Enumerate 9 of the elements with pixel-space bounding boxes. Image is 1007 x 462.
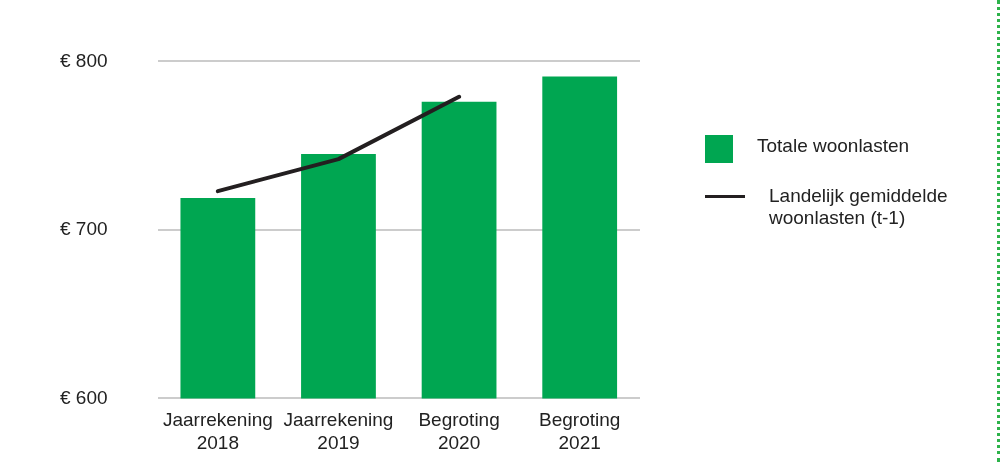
y-tick-label: € 600: [60, 386, 108, 408]
x-tick-label: Jaarrekening 2019: [283, 409, 394, 453]
x-tick-label: Begroting 2021: [539, 409, 621, 453]
x-tick-label: Jaarrekening 2018: [162, 409, 273, 453]
y-tick-label: € 800: [60, 49, 108, 71]
y-tick-label: € 700: [60, 218, 108, 240]
legend-label: Landelijk gemiddelde woonlasten (t-1): [769, 185, 949, 229]
legend-label: Totale woonlasten: [757, 135, 910, 157]
x-tick-label: Begroting 2020: [418, 409, 500, 453]
